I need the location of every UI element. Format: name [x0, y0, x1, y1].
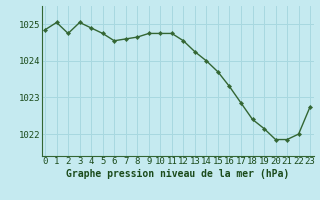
- X-axis label: Graphe pression niveau de la mer (hPa): Graphe pression niveau de la mer (hPa): [66, 168, 289, 179]
